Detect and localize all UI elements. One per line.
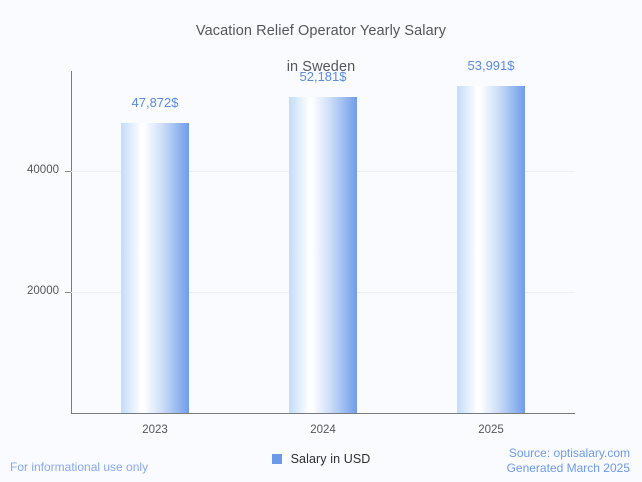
bar-value-label: 47,872$ (131, 95, 179, 111)
source-text: Source: optisalary.com (508, 446, 630, 460)
y-axis-tick-label: 20000 (27, 284, 59, 297)
bar-value-label: 52,181$ (299, 69, 347, 85)
bar[interactable] (289, 97, 357, 413)
y-axis-line (71, 71, 72, 413)
source-block: Source: optisalary.com Generated March 2… (507, 446, 630, 476)
chart-title: Vacation Relief Operator Yearly Salary i… (0, 4, 642, 76)
legend-swatch-icon (271, 454, 282, 464)
bar-value-label: 53,991$ (467, 58, 515, 74)
generated-text: Generated March 2025 (506, 461, 630, 475)
legend-item-label: Salary in USD (290, 452, 371, 466)
bar[interactable] (121, 123, 189, 413)
bar[interactable] (457, 86, 525, 413)
y-axis-tick-mark (65, 291, 71, 293)
x-axis-tick-label: 2023 (142, 424, 168, 436)
x-axis-tick-label: 2024 (310, 424, 336, 436)
chart-legend: Salary in USD (0, 452, 642, 466)
y-axis-tick-label: 40000 (27, 163, 59, 176)
chart-title-line1: Vacation Relief Operator Yearly Salary (195, 23, 447, 39)
disclaimer-text: For informational use only (10, 460, 149, 474)
x-axis-line (71, 413, 575, 414)
x-axis-tick-label: 2025 (478, 424, 504, 436)
chart-title-line2: in Sweden (286, 59, 356, 75)
plot-area (65, 71, 575, 414)
legend-item-salary-in-usd[interactable]: Salary in USD (271, 452, 371, 466)
y-axis-tick-mark (65, 170, 71, 172)
